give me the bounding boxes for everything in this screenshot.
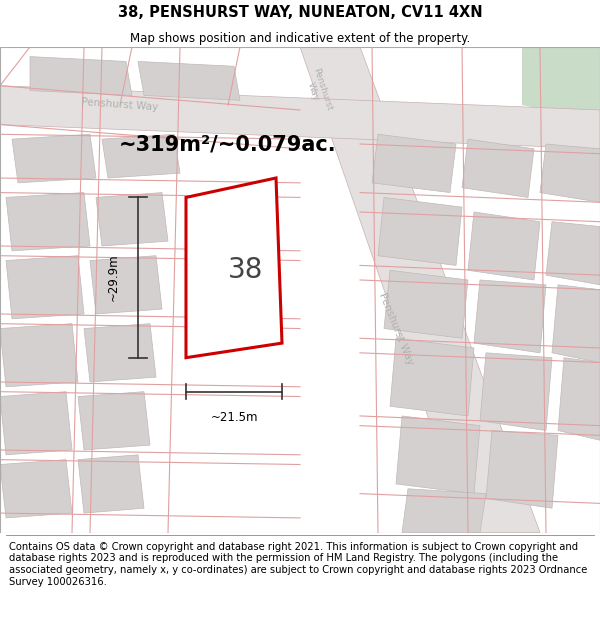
Text: ~29.9m: ~29.9m: [107, 254, 120, 301]
Text: Contains OS data © Crown copyright and database right 2021. This information is : Contains OS data © Crown copyright and d…: [9, 542, 587, 586]
Polygon shape: [468, 212, 540, 280]
Polygon shape: [462, 139, 534, 198]
Text: 38: 38: [229, 256, 263, 284]
Polygon shape: [486, 431, 558, 508]
Polygon shape: [0, 392, 72, 455]
Polygon shape: [402, 489, 486, 532]
Polygon shape: [522, 47, 600, 120]
Polygon shape: [90, 256, 162, 314]
Text: Penshurst Way: Penshurst Way: [377, 291, 415, 366]
Polygon shape: [372, 134, 456, 192]
Polygon shape: [30, 57, 132, 96]
Polygon shape: [552, 285, 600, 362]
Polygon shape: [300, 47, 540, 532]
Polygon shape: [102, 134, 180, 178]
Polygon shape: [0, 324, 78, 387]
Polygon shape: [480, 353, 552, 431]
Polygon shape: [96, 192, 168, 246]
Polygon shape: [546, 222, 600, 285]
Text: Map shows position and indicative extent of the property.: Map shows position and indicative extent…: [130, 32, 470, 45]
Polygon shape: [138, 61, 240, 100]
Polygon shape: [6, 192, 90, 251]
Polygon shape: [6, 256, 84, 319]
Text: 38, PENSHURST WAY, NUNEATON, CV11 4XN: 38, PENSHURST WAY, NUNEATON, CV11 4XN: [118, 5, 482, 20]
Polygon shape: [378, 198, 462, 266]
Polygon shape: [12, 134, 96, 183]
Polygon shape: [540, 144, 600, 202]
Polygon shape: [84, 324, 156, 382]
Polygon shape: [384, 270, 468, 338]
Text: ~21.5m: ~21.5m: [210, 411, 258, 424]
Polygon shape: [558, 357, 600, 440]
Polygon shape: [0, 459, 72, 518]
Text: ~319m²/~0.079ac.: ~319m²/~0.079ac.: [119, 134, 337, 154]
Polygon shape: [474, 280, 546, 353]
Polygon shape: [0, 86, 600, 149]
Polygon shape: [78, 392, 150, 450]
Polygon shape: [78, 455, 144, 513]
Polygon shape: [186, 178, 282, 358]
Text: Penshurst
Way: Penshurst Way: [302, 66, 334, 114]
Text: Penshurst Way: Penshurst Way: [81, 98, 159, 113]
Polygon shape: [396, 416, 480, 494]
Polygon shape: [390, 338, 474, 416]
